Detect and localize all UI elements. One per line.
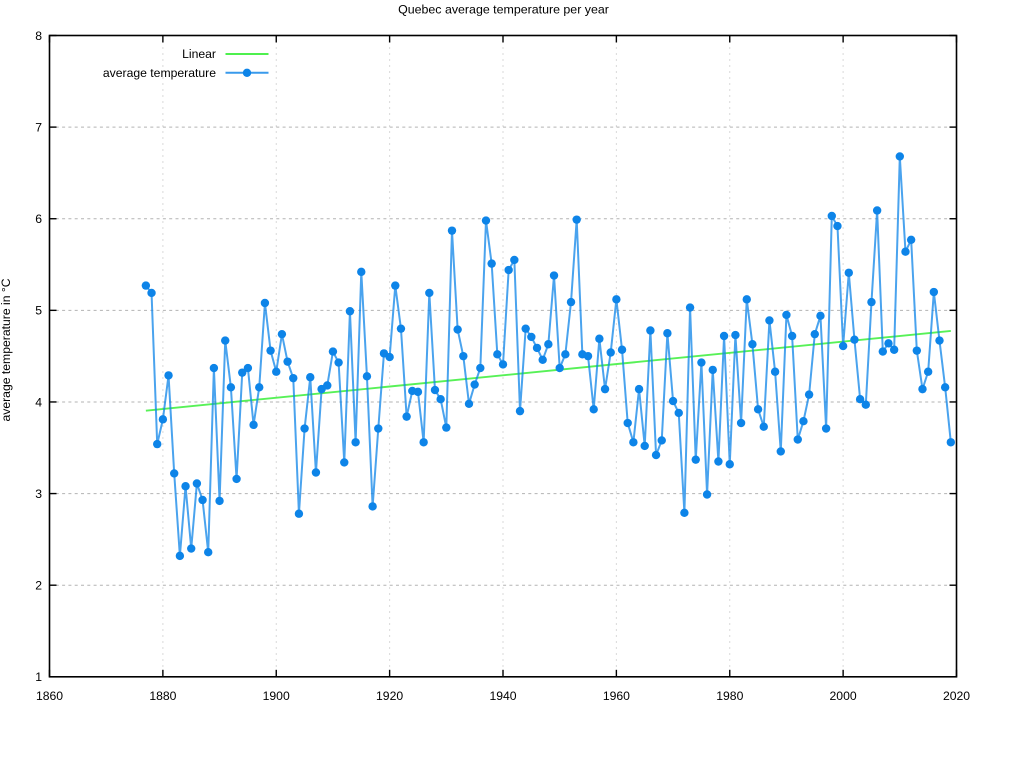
svg-text:3: 3: [35, 487, 42, 501]
svg-text:Linear: Linear: [182, 47, 216, 61]
svg-text:8: 8: [35, 29, 42, 43]
svg-text:1940: 1940: [489, 689, 516, 703]
svg-text:1: 1: [35, 670, 42, 684]
svg-text:2020: 2020: [943, 689, 970, 703]
svg-text:1900: 1900: [263, 689, 290, 703]
svg-text:1860: 1860: [36, 689, 63, 703]
svg-text:5: 5: [35, 304, 42, 318]
svg-text:1880: 1880: [149, 689, 176, 703]
svg-text:Quebec average temperature per: Quebec average temperature per year: [398, 3, 609, 17]
svg-text:1980: 1980: [716, 689, 743, 703]
svg-text:2: 2: [35, 579, 42, 593]
svg-text:7: 7: [35, 120, 42, 134]
svg-text:average temperature: average temperature: [103, 66, 216, 80]
svg-text:2000: 2000: [830, 689, 857, 703]
svg-text:1960: 1960: [603, 689, 630, 703]
svg-text:average temperature in °C: average temperature in °C: [0, 278, 13, 421]
svg-text:1920: 1920: [376, 689, 403, 703]
svg-text:4: 4: [35, 395, 42, 409]
svg-text:6: 6: [35, 212, 42, 226]
